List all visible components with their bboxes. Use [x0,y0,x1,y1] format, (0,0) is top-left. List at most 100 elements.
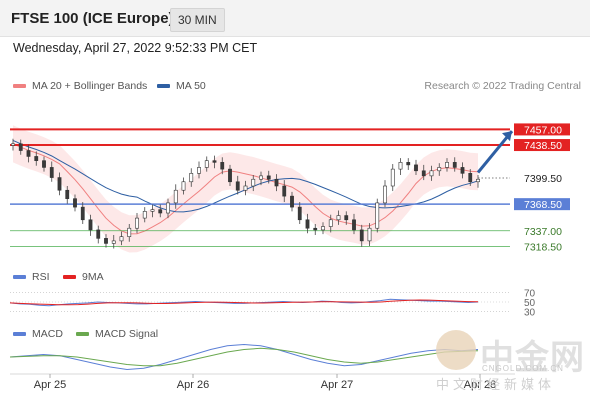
candle-body [383,185,387,204]
candle-body [452,162,457,168]
macd-signal-line [9,347,479,367]
chart-title: FTSE 100 (ICE Europe) [11,10,174,27]
candle-body [34,156,39,161]
candle-body [119,236,124,242]
watermark-brand: 中金网 [480,338,585,378]
candle-body [158,209,163,214]
candle-body [235,181,240,191]
level-label-box [514,171,570,184]
x-tick-label: Apr 26 [177,379,209,391]
macd-swatch-icon [13,332,26,336]
candle-body [313,227,318,231]
legend-ma20: MA 20 + Bollinger Bands [13,80,147,92]
candle-body [259,175,263,180]
level-label-box [514,123,570,136]
candle-body [445,162,449,168]
chart-header: FTSE 100 (ICE Europe) 30 MIN [0,0,590,37]
candle-body [390,168,395,187]
legend-macd-signal-label: MACD Signal [95,328,159,340]
level-label: 7337.00 [524,226,562,238]
candle-body [328,219,333,227]
level-label: 7318.50 [524,241,562,253]
candle-body [197,167,201,174]
x-tick-label: Apr 27 [321,379,353,391]
timeframe-badge[interactable]: 30 MIN [170,8,225,32]
candle-body [336,215,341,221]
candle-body [150,209,155,212]
projection-arrow [476,130,514,174]
candle-body [352,219,356,231]
candle-body [135,217,139,229]
candle-body [96,229,101,239]
x-tick-label: Apr 25 [34,379,66,391]
rsi-line [9,298,479,307]
level-label-box [514,240,570,253]
candle-body [282,185,287,197]
candle-body [359,229,364,242]
legend-rsi-label: RSI [32,271,50,283]
ma50-swatch-icon [157,84,170,88]
credit-text: Research © 2022 Trading Central [424,80,581,92]
candle-body [57,177,62,191]
level-label-box [514,198,570,211]
macd-line [9,343,479,371]
rsi-tick-label: 70 [524,289,536,300]
level-label-box [514,139,570,152]
level-label: 7438.50 [524,140,562,152]
candle-body [104,238,108,244]
x-tick-label: Apr 28 [464,379,496,391]
watermark-logo-icon [436,330,476,370]
candle-body [204,160,209,168]
candle-body [243,185,248,191]
legend-rsi-ma-label: 9MA [82,271,104,283]
candle-body [166,202,170,214]
candle-body [468,173,473,183]
candle-body [437,167,442,172]
candle-body [274,178,279,187]
watermark-subtitle: 中文财经新媒体 [436,378,556,393]
candle-body [406,162,411,166]
rsi-tick-label: 30 [524,307,536,318]
watermark-url: CNGOLD.COM.CN [482,364,564,373]
candle-body [251,178,256,187]
candle-body [42,160,46,168]
candle-body [80,206,85,221]
rsi-tick-label: 50 [524,298,536,309]
legend-ma50: MA 50 [157,80,206,92]
candle-body [460,167,465,174]
legend-rsi: RSI [13,271,50,283]
legend-rsi-ma: 9MA [63,271,104,283]
candle-body [127,227,132,237]
level-label: 7368.50 [524,199,562,211]
candle-body [189,173,194,183]
candle-body [26,150,31,157]
candle-body [142,211,147,219]
candle-body [111,240,116,244]
legend-macd-label: MACD [32,328,63,340]
level-label: 7399.50 [524,173,562,185]
rsi-ma-swatch-icon [63,275,76,279]
candle-body [297,206,302,221]
candle-body [65,189,70,199]
candle-body [228,168,232,183]
candle-body [88,219,93,231]
legend-ma20-label: MA 20 + Bollinger Bands [32,80,148,92]
candle-body [173,189,178,204]
candle-body [344,215,349,221]
candle-body [421,170,426,177]
datetime-label: Wednesday, April 27, 2022 9:52:33 PM CET [13,41,258,55]
ma20-swatch-icon [13,84,26,88]
legend-ma50-label: MA 50 [176,80,206,92]
candle-body [49,167,54,178]
ma20-line [12,143,479,235]
candle-body [212,160,217,163]
rsi-swatch-icon [13,275,26,279]
rsi-ma-line [9,299,479,306]
candle-body [290,195,294,208]
macd-signal-swatch-icon [76,332,89,336]
legend-macd-signal: MACD Signal [76,328,158,340]
candle-body [476,178,480,183]
level-label-box [514,224,570,237]
candle-body [18,143,23,151]
